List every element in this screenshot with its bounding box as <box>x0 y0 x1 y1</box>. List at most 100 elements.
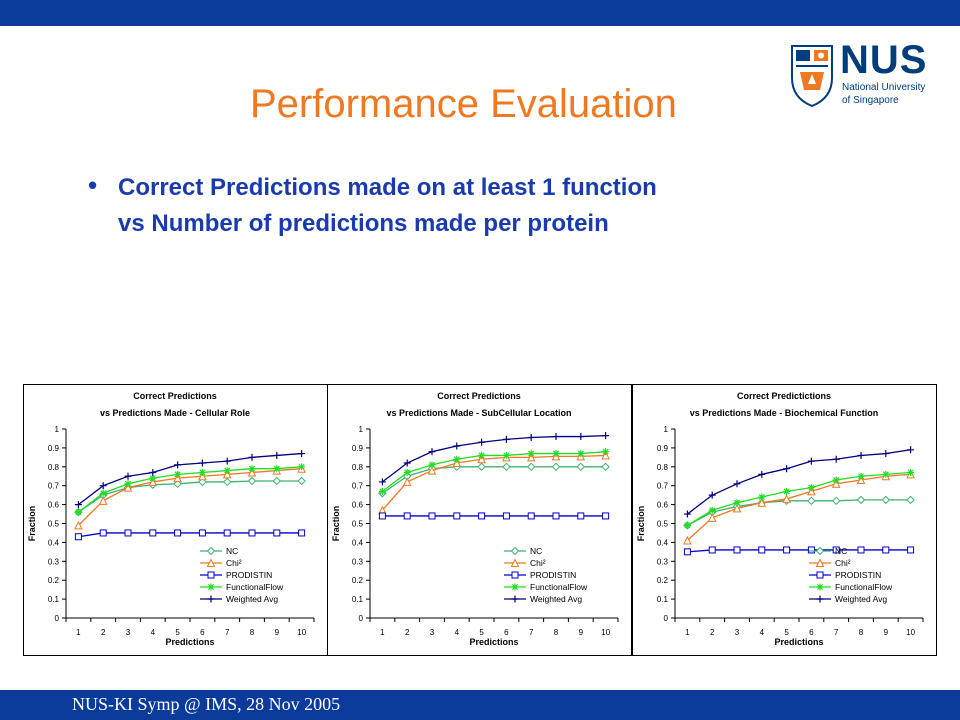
nus-logo: NUS National University of Singapore <box>790 38 940 112</box>
x-tick-label: 8 <box>859 628 864 637</box>
x-tick-label: 7 <box>529 628 534 637</box>
x-tick-label: 9 <box>275 628 280 637</box>
point-functionalflow <box>502 451 510 459</box>
legend-label-prodistin: PRODISTIN <box>835 570 881 580</box>
point-prodistin <box>74 533 82 541</box>
nus-subtitle-line2: of Singapore <box>842 95 899 106</box>
point-nc <box>807 496 816 506</box>
chart-biochemical-function: Correct Predictictions vs Predictions Mad… <box>632 384 937 656</box>
legend-marker-functionalflow <box>816 583 824 591</box>
point-functionalflow <box>577 450 585 458</box>
point-prodistin <box>832 546 840 554</box>
point-chi- <box>477 454 486 464</box>
y-tick-label: 0.7 <box>352 482 364 491</box>
point-weighted-avg <box>298 450 306 458</box>
y-axis-title: Fraction <box>636 506 646 542</box>
point-nc <box>297 476 306 486</box>
point-nc <box>502 462 511 472</box>
point-nc <box>906 495 915 505</box>
series-line-nc <box>78 480 302 513</box>
y-tick-label: 0.3 <box>48 557 60 566</box>
point-prodistin <box>99 529 107 537</box>
bottom-bar <box>0 690 960 720</box>
y-tick-label: 0 <box>664 614 669 623</box>
x-tick-label: 5 <box>784 628 789 637</box>
point-functionalflow <box>298 463 306 471</box>
point-weighted-avg <box>99 482 107 490</box>
point-prodistin <box>882 546 890 554</box>
x-axis-title: Predictions <box>469 637 518 647</box>
y-tick-label: 1 <box>664 425 669 434</box>
point-chi- <box>173 473 182 483</box>
series-line-functionalflow <box>687 471 911 526</box>
point-weighted-avg <box>174 461 182 469</box>
legend-marker-nc <box>510 546 520 556</box>
point-nc <box>551 462 561 472</box>
y-tick-label: 0.9 <box>657 444 669 453</box>
x-tick-label: 4 <box>151 628 156 637</box>
point-functionalflow <box>74 508 82 516</box>
point-prodistin <box>683 548 691 556</box>
legend-label-chi-: Chi² <box>835 558 851 568</box>
point-prodistin <box>298 529 306 537</box>
y-tick-label: 0.6 <box>48 501 60 510</box>
point-chi- <box>427 465 437 475</box>
x-tick-label: 6 <box>504 628 509 637</box>
x-tick-label: 1 <box>380 628 385 637</box>
y-tick-label: 0.8 <box>352 463 364 472</box>
x-tick-label: 3 <box>430 628 435 637</box>
y-tick-label: 0.2 <box>352 576 364 585</box>
point-chi- <box>601 450 610 460</box>
point-prodistin <box>783 546 791 554</box>
point-weighted-avg <box>857 451 865 459</box>
legend-marker-prodistin <box>207 571 215 579</box>
point-nc <box>222 477 232 487</box>
series-line-nc <box>382 466 606 494</box>
point-nc <box>576 462 586 472</box>
point-weighted-avg <box>149 468 157 476</box>
chart-subtitle: vs Predictions Made - Cellular Role <box>100 408 250 418</box>
point-weighted-avg <box>74 501 82 509</box>
top-bar <box>0 0 960 26</box>
point-prodistin <box>552 512 560 520</box>
point-weighted-avg <box>198 459 206 467</box>
chart-subtitle: vs Predictions Made - SubCellular Locati… <box>386 408 571 418</box>
y-tick-label: 0.5 <box>352 520 364 529</box>
point-nc <box>272 476 282 486</box>
point-chi- <box>732 503 742 513</box>
legend-label-prodistin: PRODISTIN <box>226 570 272 580</box>
series-line-functionalflow <box>78 466 302 513</box>
x-tick-label: 6 <box>200 628 205 637</box>
bullet-text: Correct Predictions made on at least 1 f… <box>118 170 878 242</box>
y-tick-label: 0.3 <box>352 557 364 566</box>
point-nc <box>601 462 610 472</box>
y-tick-label: 0.5 <box>657 520 669 529</box>
point-weighted-avg <box>552 433 560 441</box>
point-weighted-avg <box>453 442 461 450</box>
legend-label-chi-: Chi² <box>530 558 546 568</box>
point-chi- <box>807 486 816 496</box>
point-functionalflow <box>198 468 206 476</box>
x-tick-label: 6 <box>809 628 814 637</box>
point-weighted-avg <box>273 451 281 459</box>
bullet-line-2: vs Number of predictions made per protei… <box>118 210 609 237</box>
point-functionalflow <box>683 521 691 529</box>
legend-label-nc: NC <box>835 546 847 556</box>
point-prodistin <box>708 546 716 554</box>
point-prodistin <box>248 529 256 537</box>
y-tick-label: 0.1 <box>48 595 60 604</box>
legend-marker-chi- <box>510 558 520 567</box>
x-tick-label: 3 <box>126 628 131 637</box>
point-chi- <box>452 458 462 468</box>
point-chi- <box>707 513 717 522</box>
point-prodistin <box>149 529 157 537</box>
series-line-chi- <box>381 454 606 511</box>
point-chi- <box>757 498 767 507</box>
point-weighted-avg <box>248 453 256 461</box>
point-weighted-avg <box>527 434 535 442</box>
legend-marker-weighted-avg <box>511 595 519 603</box>
point-weighted-avg <box>783 465 791 473</box>
point-weighted-avg <box>832 455 840 463</box>
point-chi- <box>198 471 207 481</box>
point-weighted-avg <box>683 510 691 518</box>
